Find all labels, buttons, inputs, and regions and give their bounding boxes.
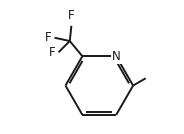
Text: F: F: [68, 10, 75, 23]
Text: F: F: [49, 46, 56, 59]
Text: N: N: [112, 50, 121, 63]
Text: F: F: [45, 31, 51, 44]
